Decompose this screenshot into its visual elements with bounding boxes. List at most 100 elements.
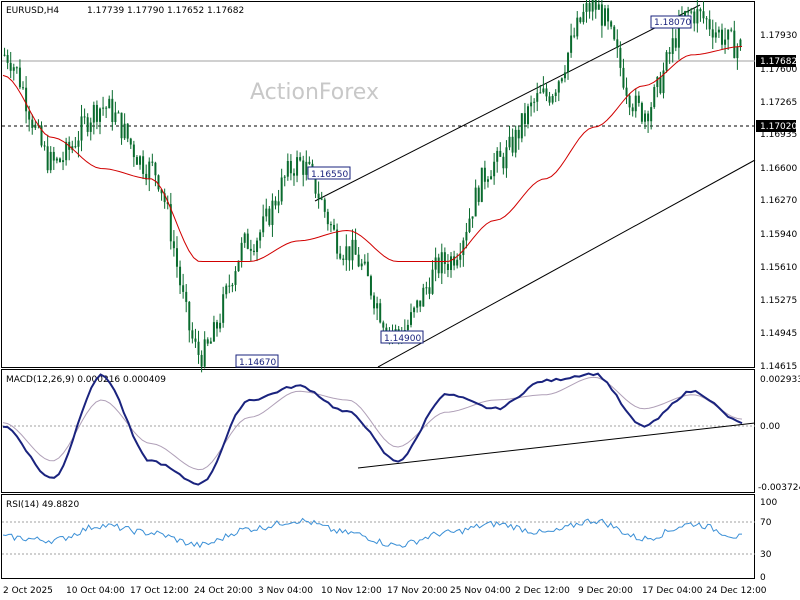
time-tick: 9 Dec 20:00 bbox=[578, 586, 633, 596]
macd-signal-line bbox=[2, 376, 743, 471]
candle-body bbox=[49, 151, 52, 171]
candle-body bbox=[268, 208, 271, 225]
candle-body bbox=[490, 176, 493, 180]
time-axis: 2 Oct 2025 10 Oct 04:00 17 Oct 12:00 24 … bbox=[3, 586, 767, 596]
candle-body bbox=[25, 87, 28, 112]
candle-body bbox=[111, 98, 114, 123]
candle-body bbox=[339, 253, 342, 259]
svg-text:1.14900: 1.14900 bbox=[384, 334, 421, 344]
channel-lower-line bbox=[377, 159, 756, 368]
candle-body bbox=[376, 303, 379, 309]
time-tick: 25 Nov 04:00 bbox=[450, 586, 511, 596]
candle-body bbox=[508, 136, 511, 148]
candle-body bbox=[579, 17, 582, 23]
annotation-low-2: 1.14670 bbox=[235, 354, 279, 368]
candle-body bbox=[656, 77, 659, 88]
candle-body bbox=[240, 242, 243, 261]
candle-body bbox=[43, 145, 46, 147]
candle-body bbox=[539, 92, 542, 94]
rsi-line bbox=[2, 517, 742, 549]
candle-body bbox=[640, 103, 643, 122]
rsi-tick: 70 bbox=[760, 518, 772, 528]
candle-body bbox=[326, 211, 329, 225]
candle-body bbox=[419, 300, 422, 307]
candle-body bbox=[369, 276, 372, 296]
candle-body bbox=[265, 208, 268, 217]
candle-body bbox=[456, 259, 459, 266]
candle-body bbox=[477, 187, 480, 202]
candle-body bbox=[557, 81, 560, 93]
candle-body bbox=[105, 107, 108, 109]
current-price-tag-text: 1.17682 bbox=[760, 57, 797, 67]
candle-body bbox=[693, 11, 696, 24]
candle-body bbox=[34, 124, 37, 128]
candle-body bbox=[496, 150, 499, 162]
candle-body bbox=[283, 176, 286, 178]
candle-body bbox=[360, 263, 363, 267]
candle-body bbox=[591, 0, 594, 12]
channel-upper-line bbox=[314, 4, 701, 202]
candle-body bbox=[696, 9, 699, 24]
candle-body bbox=[296, 157, 299, 176]
candle-body bbox=[172, 241, 175, 249]
candle-body bbox=[289, 160, 292, 174]
candle-body bbox=[148, 161, 151, 180]
candle-body bbox=[690, 11, 693, 13]
candle-body bbox=[163, 193, 166, 203]
candle-body bbox=[733, 30, 736, 59]
svg-text:1.18070: 1.18070 bbox=[654, 18, 691, 28]
candle-body bbox=[83, 116, 86, 118]
candle-body bbox=[86, 117, 89, 132]
candle-body bbox=[280, 177, 283, 202]
candle-body bbox=[222, 294, 225, 323]
time-tick: 10 Oct 04:00 bbox=[66, 586, 125, 596]
candle-body bbox=[102, 107, 105, 109]
candle-body bbox=[554, 92, 557, 97]
candle-body bbox=[302, 160, 305, 175]
candle-body bbox=[465, 231, 468, 241]
candle-body bbox=[653, 87, 656, 108]
candle-body bbox=[631, 107, 634, 112]
candle-body bbox=[185, 291, 188, 302]
candle-body bbox=[65, 141, 68, 161]
candle-body bbox=[333, 224, 336, 230]
candle-body bbox=[739, 39, 742, 47]
candle-body bbox=[730, 29, 733, 31]
candle-body bbox=[437, 257, 440, 274]
rsi-tick: 100 bbox=[760, 498, 777, 508]
candle-body bbox=[468, 218, 471, 232]
candle-body bbox=[705, 18, 708, 20]
price-axis: 1.17930 1.17600 1.17265 1.16935 1.16600 … bbox=[756, 31, 797, 372]
level-price-tag bbox=[756, 120, 796, 132]
candle-body bbox=[736, 46, 739, 59]
candle-body bbox=[462, 240, 465, 256]
candle-body bbox=[443, 252, 446, 264]
candle-body bbox=[720, 29, 723, 45]
candle-body bbox=[256, 240, 259, 252]
candle-body bbox=[182, 285, 185, 292]
annotation-high-2: 1.16550 bbox=[307, 166, 351, 180]
candle-body bbox=[662, 70, 665, 94]
candle-body bbox=[493, 161, 496, 177]
candle-body bbox=[708, 19, 711, 30]
candle-body bbox=[607, 8, 610, 22]
candle-body bbox=[246, 233, 249, 249]
candle-body bbox=[585, 3, 588, 12]
candle-body bbox=[320, 198, 323, 200]
candle-body bbox=[545, 88, 548, 97]
time-tick: 3 Nov 04:00 bbox=[258, 586, 313, 596]
candle-body bbox=[453, 256, 456, 266]
candle-body bbox=[108, 98, 111, 109]
candle-body bbox=[717, 29, 720, 33]
candle-body bbox=[323, 199, 326, 212]
candle-body bbox=[169, 204, 172, 242]
candle-body bbox=[317, 193, 320, 199]
candle-body bbox=[505, 147, 508, 169]
candle-body bbox=[597, 4, 600, 10]
candle-body bbox=[459, 255, 462, 260]
candle-body bbox=[354, 239, 357, 255]
macd-tick: 0.002933 bbox=[760, 375, 800, 385]
macd-trendline bbox=[357, 422, 756, 469]
candle-body bbox=[582, 11, 585, 23]
